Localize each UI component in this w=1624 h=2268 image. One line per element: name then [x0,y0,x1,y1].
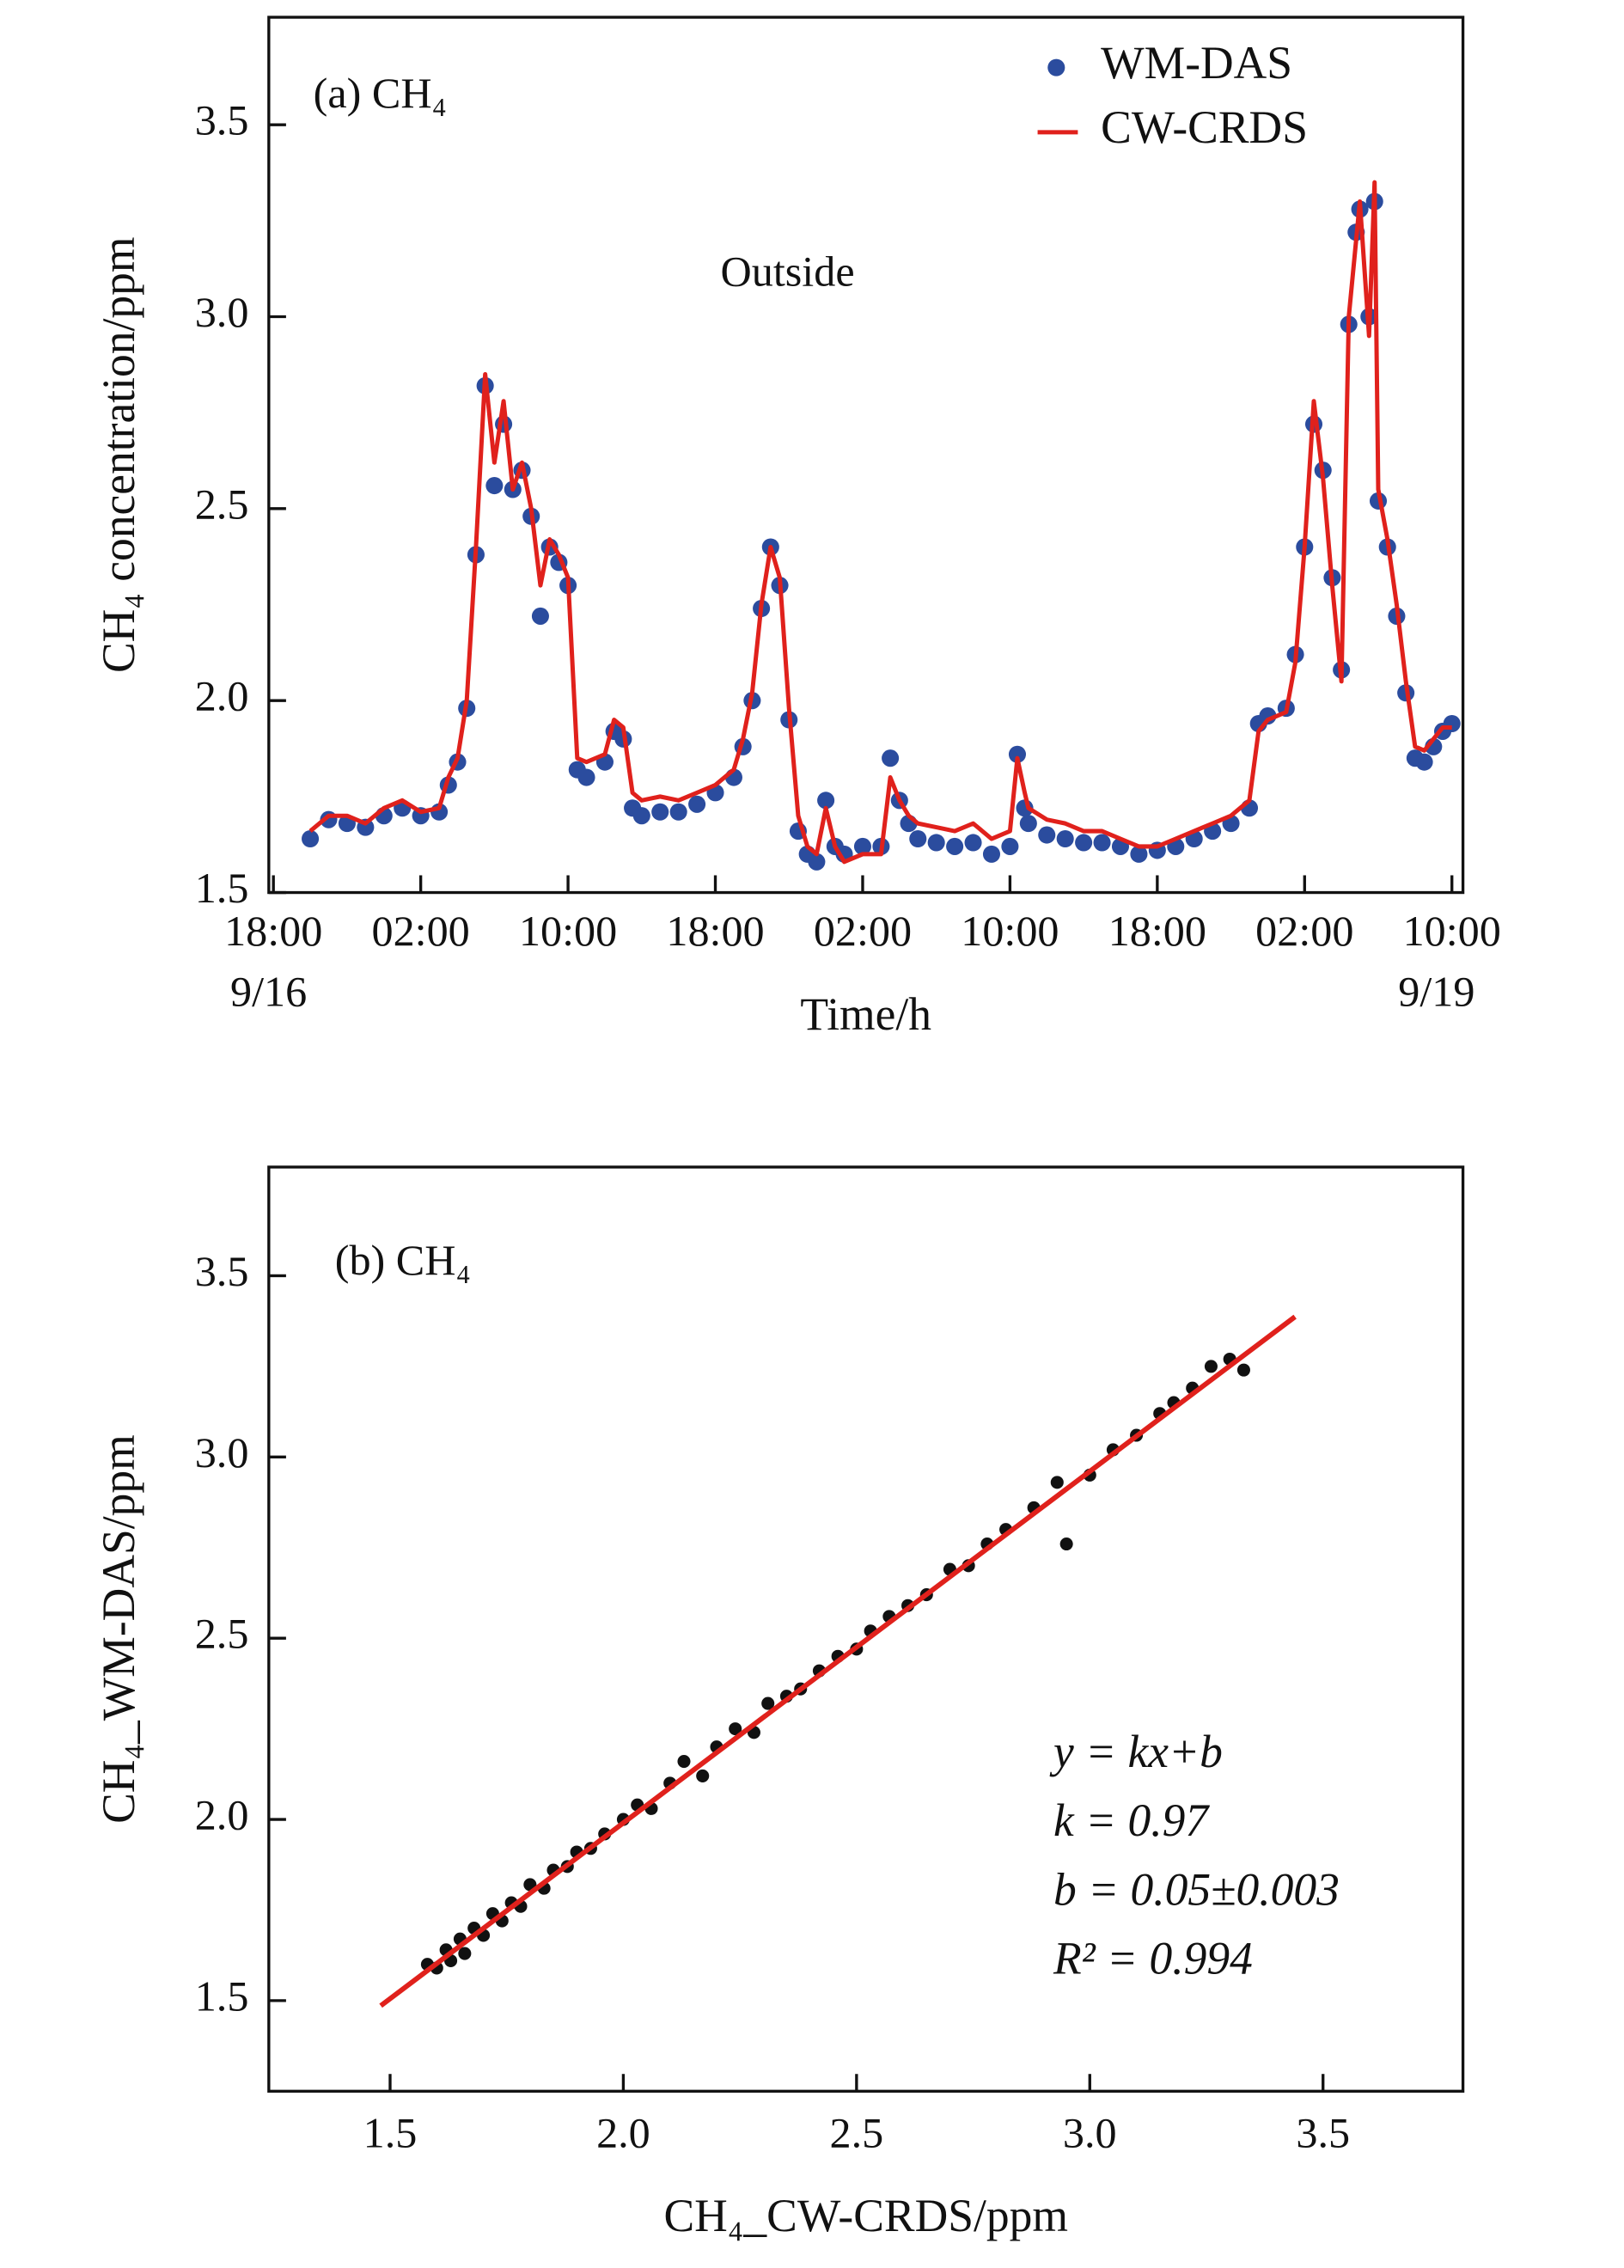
y-tick-label: 1.5 [195,864,249,912]
data-point [1236,1363,1250,1377]
data-point [1019,815,1037,833]
data-point [1038,826,1056,844]
x-tick-label: 3.0 [1063,2108,1117,2156]
plot-frame [267,1165,1465,2093]
data-point [632,807,650,825]
data-point [688,795,706,813]
x-tick-label: 18:00 [666,907,764,955]
x-tick-label: 18:00 [224,907,322,955]
data-point [1050,1476,1064,1489]
data-point [927,834,945,852]
data-point [1443,714,1461,733]
x-tick-label: 3.5 [1296,2108,1350,2156]
data-point [853,837,871,855]
data-point [577,768,595,786]
x-tick-label: 10:00 [961,907,1059,955]
annotation: Outside [721,248,855,296]
y-tick-label: 3.0 [195,1428,249,1476]
data-point [882,749,900,767]
data-point [1130,845,1148,863]
y-tick-label: 3.0 [195,288,249,336]
data-point [302,829,320,848]
legend-label: WM-DAS [1101,37,1292,89]
data-point [946,837,964,855]
x-tick-label: 1.5 [363,2108,418,2156]
x-tick-label: 18:00 [1108,907,1206,955]
y-tick-label: 3.5 [195,96,249,144]
y-tick-label: 2.0 [195,1791,249,1839]
data-point [485,477,504,495]
y-tick-label: 3.5 [195,1247,249,1295]
annotation: y = kx+b [1049,1726,1223,1777]
data-point [677,1755,691,1769]
x-tick-label: 2.5 [830,2108,884,2156]
x-tick-label: 2.0 [596,2108,650,2156]
data-point [964,834,982,852]
date-label: 9/16 [230,967,307,1015]
data-point [909,829,927,848]
x-tick-label: 02:00 [814,907,912,955]
annotation: (a) CH₄ [314,69,447,117]
y-axis-title: CH₄_WM-DAS/ppm [93,1434,144,1824]
fit-line [379,1314,1297,2008]
data-point [1059,1537,1073,1551]
annotation: b = 0.05±0.003 [1053,1863,1340,1915]
annotation: k = 0.97 [1053,1794,1210,1846]
legend-marker [1047,58,1065,76]
data-point [669,803,687,821]
data-line [308,180,1452,865]
data-point [1056,829,1074,848]
data-point [817,792,835,810]
data-point [696,1769,710,1782]
x-tick-label: 02:00 [1255,907,1353,955]
data-point [1093,834,1111,852]
annotation: (b) CH₄ [335,1236,471,1284]
y-axis-title: CH₄ concentration/ppm [93,237,144,673]
data-point [1204,1360,1218,1373]
data-point [531,607,549,625]
y-tick-label: 2.0 [195,672,249,720]
x-axis-title: Time/h [800,988,931,1040]
y-tick-label: 1.5 [195,1972,249,2020]
data-point [982,845,1001,863]
x-axis-title: CH₄_CW-CRDS/ppm [663,2190,1068,2241]
data-point [1415,753,1433,771]
y-tick-label: 2.5 [195,1610,249,1658]
data-point [1001,837,1019,855]
date-label: 9/19 [1398,967,1474,1015]
data-point [1075,834,1093,852]
data-point [651,803,669,821]
y-tick-label: 2.5 [195,480,249,528]
x-tick-label: 02:00 [372,907,470,955]
data-point [761,1696,775,1710]
annotation: R² = 0.994 [1053,1933,1253,1984]
data-point [729,1722,742,1736]
data-point [808,853,826,871]
x-tick-label: 10:00 [519,907,617,955]
data-point [458,1947,472,1960]
legend-label: CW-CRDS [1101,101,1308,153]
x-tick-label: 10:00 [1403,907,1501,955]
plot-frame [267,15,1465,895]
data-point [1008,745,1027,763]
